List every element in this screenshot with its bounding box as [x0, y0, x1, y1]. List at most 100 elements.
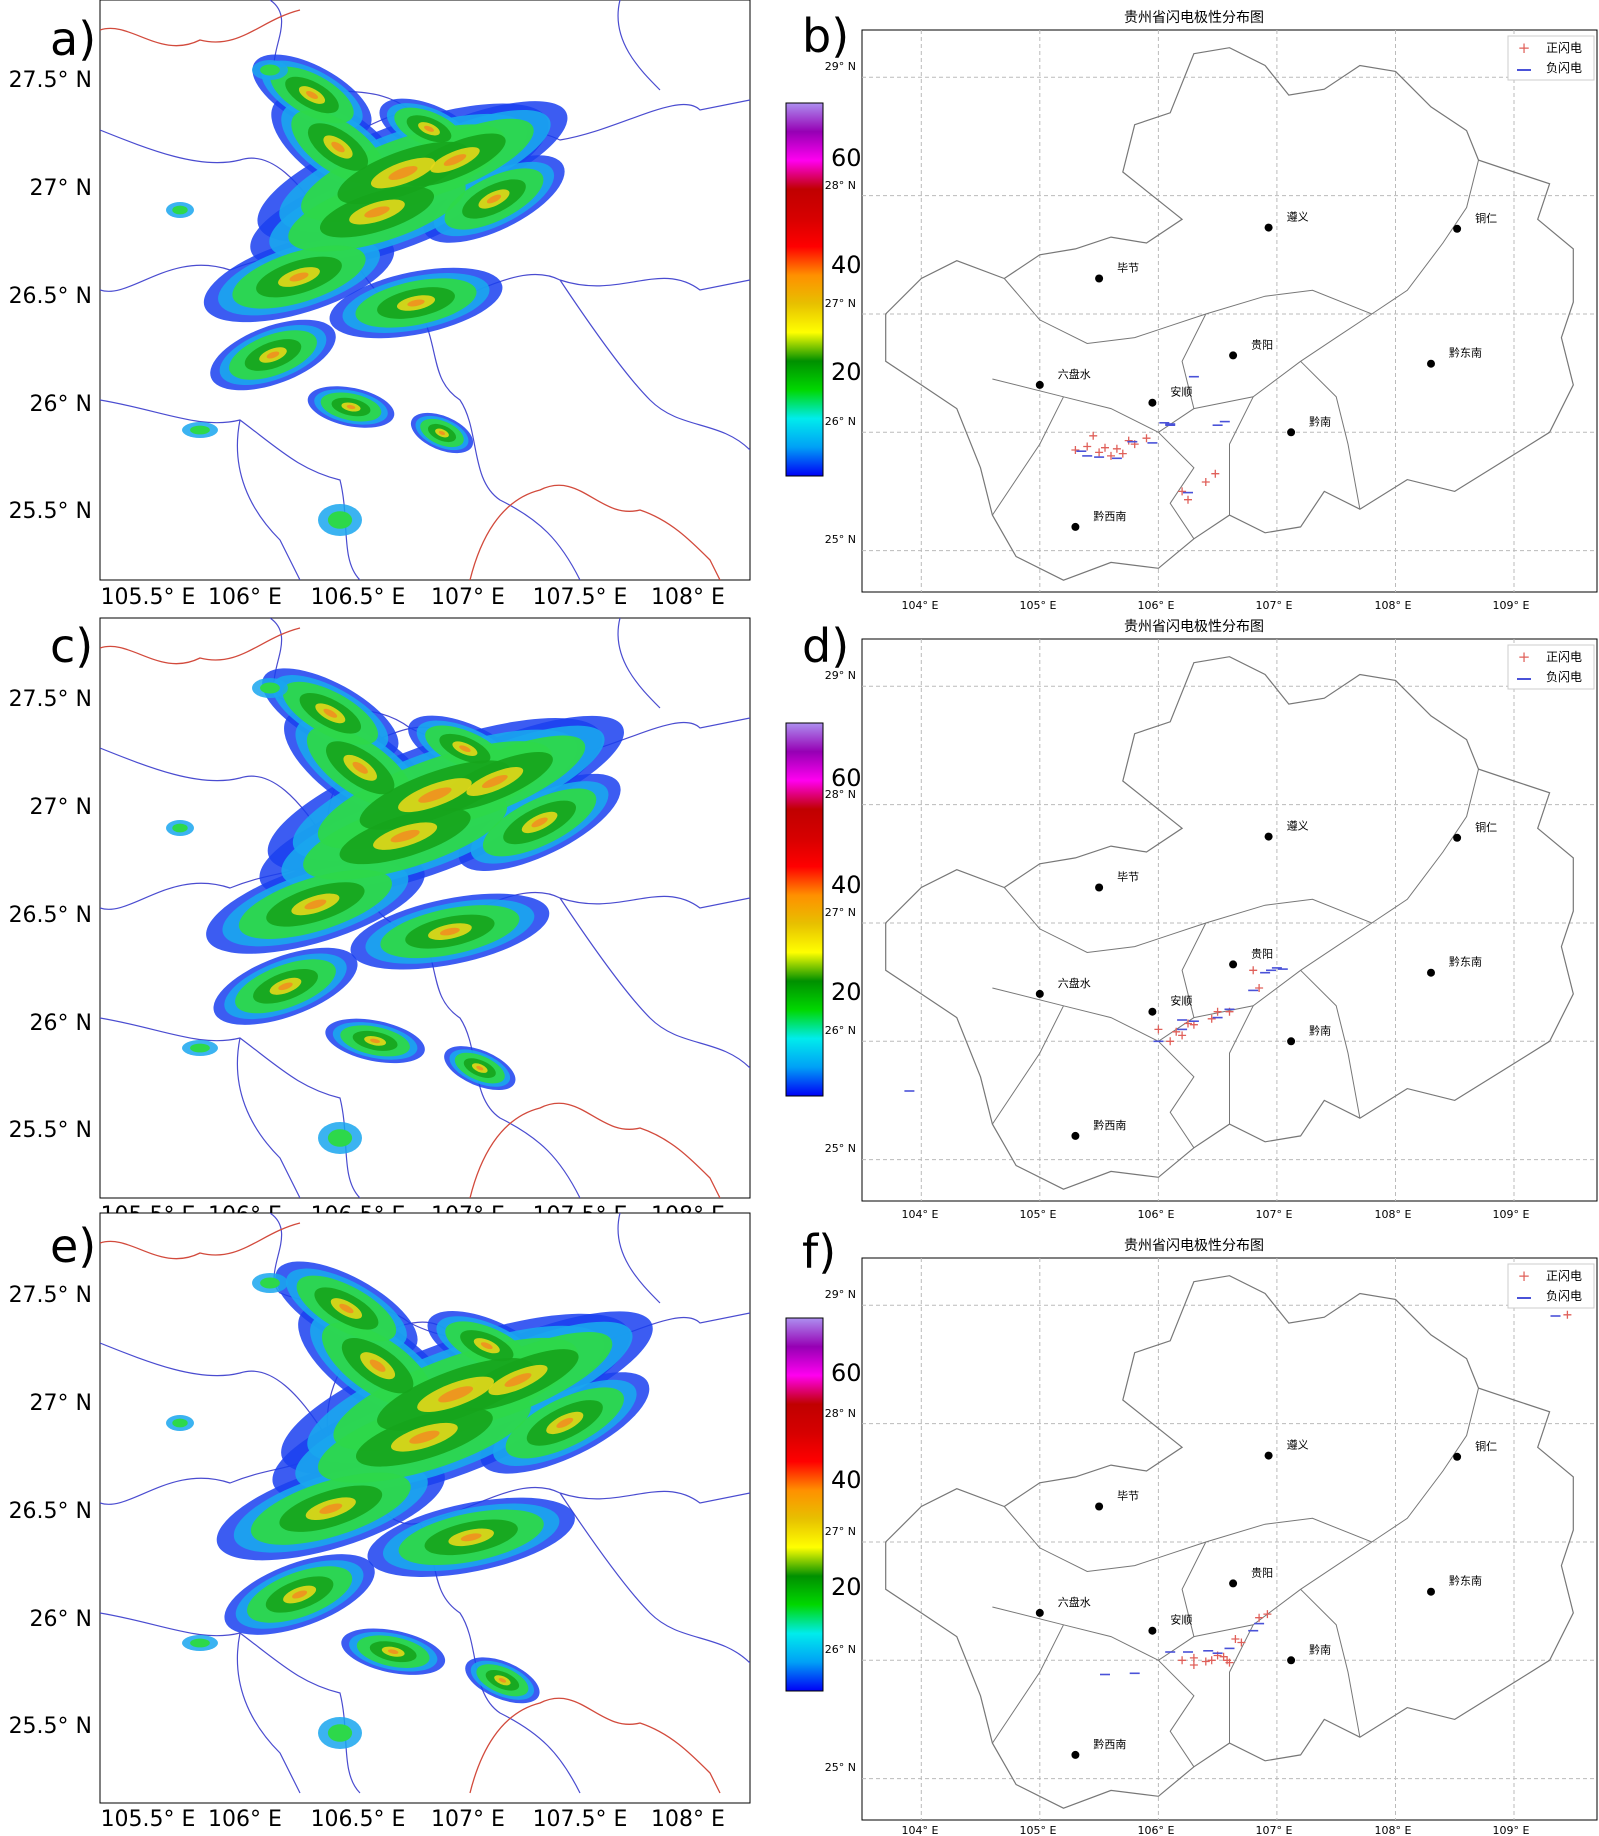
positive-flash — [1124, 436, 1133, 445]
lat-tick: 26.5° N — [9, 903, 92, 928]
gridlines — [862, 30, 1597, 592]
city-dot — [1229, 960, 1238, 969]
city-label: 铜仁 — [1475, 211, 1497, 225]
echo-cell — [476, 1065, 484, 1071]
echo-cell — [498, 1678, 507, 1683]
prefecture-boundary — [1300, 360, 1361, 510]
prefecture-boundary — [1205, 768, 1479, 924]
positive-flash — [1207, 1014, 1216, 1023]
positive-flash — [1071, 446, 1080, 454]
echo-cell — [339, 1303, 354, 1314]
echo-cell — [424, 125, 434, 132]
prefecture-boundary — [1300, 969, 1361, 1119]
lon-tick: 106° E — [208, 585, 282, 610]
lat-tick: 29° N — [825, 1288, 856, 1301]
echo-cell — [172, 1418, 188, 1428]
positive-flash — [1201, 478, 1210, 486]
lat-tick: 27° N — [30, 1391, 92, 1416]
echo-cell — [486, 194, 502, 204]
province-border — [617, 618, 661, 709]
city-label: 六盘水 — [1058, 976, 1091, 990]
province-border — [559, 279, 750, 451]
lon-tick: 107.5° E — [533, 585, 628, 610]
positive-flash — [1255, 1613, 1264, 1622]
positive-flash-symbol: + — [1518, 39, 1531, 57]
positive-flash — [1107, 451, 1115, 460]
positive-flash — [1166, 1037, 1175, 1046]
city-dot — [1071, 522, 1080, 531]
lon-tick: 107° E — [1256, 1824, 1293, 1836]
legend-box — [1507, 644, 1595, 690]
echo-cell — [407, 299, 425, 307]
city-label: 遵义 — [1287, 210, 1309, 224]
panel-title: 贵州省闪电极性分布图 — [1124, 10, 1264, 26]
legend-negative: 负闪电 — [1546, 1289, 1582, 1303]
echo-cell — [190, 425, 210, 435]
latitude-ticks: 27.5° N 27° N 26.5° N 26° N 25.5° N — [9, 68, 92, 524]
city-dot — [1427, 1587, 1435, 1596]
lat-tick: 27° N — [825, 297, 856, 310]
city-label: 六盘水 — [1058, 367, 1091, 381]
lon-tick: 107° E — [431, 585, 505, 610]
echo-cell — [531, 817, 548, 828]
city-dot — [1035, 1608, 1044, 1617]
lon-tick: 105.5° E — [101, 1807, 196, 1832]
panel-letter: c) — [50, 619, 93, 673]
city-label: 毕节 — [1117, 1490, 1139, 1503]
panel-letter: f) — [802, 1225, 836, 1279]
echo-cell — [504, 1373, 532, 1387]
lon-tick: 106° E — [1138, 1824, 1175, 1836]
prefecture-boundary — [1205, 159, 1479, 315]
lat-tick: 26.5° N — [9, 284, 92, 309]
echo-cell — [388, 166, 418, 180]
city-dot — [1035, 989, 1044, 998]
legend-positive: 正闪电 — [1546, 41, 1582, 55]
lon-tick: 109° E — [1493, 1824, 1530, 1836]
lon-tick: 106° E — [1138, 599, 1175, 612]
lightning-flashes — [904, 966, 1288, 1092]
colorbar-ramp — [785, 102, 824, 477]
colorbar-tick: 40 — [831, 871, 862, 899]
echo-cell — [346, 404, 356, 410]
prefecture-boundary — [1003, 1506, 1206, 1573]
positive-flash — [1154, 1025, 1163, 1034]
echo-cell — [319, 1503, 343, 1514]
lat-tick: 27° N — [30, 795, 92, 820]
longitude-ticks: 104° E 105° E 106° E 107° E 108° E 109° … — [902, 1824, 1530, 1836]
lon-tick: 106° E — [208, 1807, 282, 1832]
legend-negative: 负闪电 — [1546, 670, 1582, 684]
city-dot — [1071, 1131, 1080, 1140]
colorbar-tick: 20 — [831, 1573, 862, 1601]
prefecture-boundary — [1003, 887, 1206, 954]
colorbar-tick: 20 — [831, 978, 862, 1006]
city-dot — [1287, 1037, 1296, 1046]
radar-panel-a: a) 27.5° N 27° N 26.5° N 26° N 25.5° N 1… — [9, 0, 751, 610]
lat-tick: 25.5° N — [9, 1118, 92, 1143]
lon-tick: 109° E — [1493, 1208, 1530, 1221]
latitude-ticks: 29° N 28° N 27° N 26° N 25° N — [825, 669, 856, 1155]
lon-tick: 105.5° E — [101, 585, 196, 610]
positive-flash — [1112, 444, 1121, 453]
lat-tick: 28° N — [825, 1407, 856, 1420]
city-dot — [1427, 968, 1435, 977]
positive-flash — [1207, 1656, 1216, 1665]
legend-box — [1507, 1263, 1595, 1309]
colorbar-tick: 40 — [831, 1466, 862, 1494]
province-border — [559, 1492, 750, 1664]
positive-flash — [1101, 443, 1109, 452]
lat-tick: 25.5° N — [9, 499, 92, 524]
lat-tick: 27° N — [825, 906, 856, 919]
lat-tick: 29° N — [825, 60, 856, 73]
city-dot — [1229, 351, 1238, 360]
echo-cell — [443, 154, 467, 166]
prefecture-boundary — [991, 396, 1064, 516]
positive-flash — [1201, 1657, 1210, 1666]
city-dot — [1095, 883, 1104, 892]
legend-negative: 负闪电 — [1546, 61, 1582, 75]
radar-echo — [166, 54, 568, 536]
